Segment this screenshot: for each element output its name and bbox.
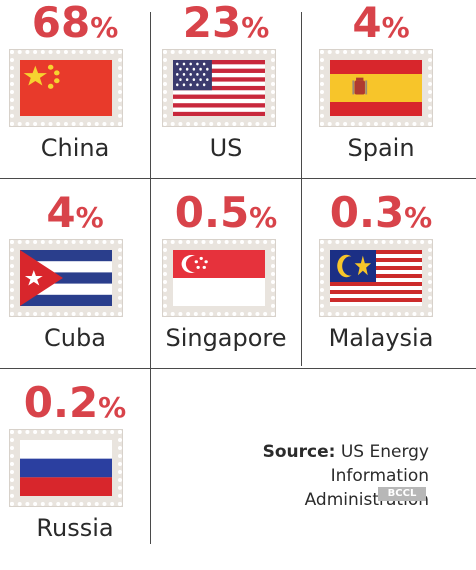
percentage-value: 0.2%	[23, 378, 127, 427]
bccl-logo: BCCL	[378, 487, 426, 501]
spain-flag-icon	[330, 60, 422, 116]
divider-horizontal-1	[0, 178, 476, 179]
stamp-frame	[163, 50, 275, 126]
stamp-frame	[10, 240, 122, 316]
country-name: Russia	[36, 514, 114, 542]
country-card-spain: 4% Spain	[306, 0, 456, 186]
country-name: China	[40, 134, 110, 162]
country-card-singapore: 0.5% Singapore	[151, 188, 301, 376]
russia-flag-icon	[20, 440, 112, 496]
divider-horizontal-2	[0, 368, 476, 369]
country-name: Malaysia	[328, 324, 434, 352]
divider-vertical-1	[150, 12, 151, 544]
country-card-cuba: 4% Cuba	[0, 188, 150, 376]
percentage-value: 4%	[352, 0, 410, 47]
divider-vertical-2	[301, 12, 302, 366]
stamp-frame	[320, 50, 432, 126]
china-flag-icon	[20, 60, 112, 116]
cuba-flag-icon	[20, 250, 112, 306]
country-name: Cuba	[44, 324, 106, 352]
source-text-line1: US Energy Information	[330, 442, 429, 486]
country-card-china: 68% China	[0, 0, 150, 186]
country-card-us: 23% US	[151, 0, 301, 186]
country-name: Spain	[347, 134, 415, 162]
stamp-frame	[10, 50, 122, 126]
percentage-value: 23%	[182, 0, 270, 47]
stamp-frame	[320, 240, 432, 316]
malaysia-flag-icon	[330, 250, 422, 306]
percentage-value: 4%	[46, 188, 104, 237]
country-card-malaysia: 0.3% Malaysia	[306, 188, 456, 376]
country-name: Singapore	[165, 324, 287, 352]
stamp-frame	[10, 430, 122, 506]
singapore-flag-icon	[173, 250, 265, 306]
percentage-value: 0.5%	[174, 188, 278, 237]
country-name: US	[209, 134, 243, 162]
percentage-value: 68%	[31, 0, 119, 47]
stamp-frame	[163, 240, 275, 316]
percentage-value: 0.3%	[329, 188, 433, 237]
country-card-russia: 0.2% Russia	[0, 378, 150, 566]
source-label: Source:	[262, 442, 336, 462]
us-flag-icon	[173, 60, 265, 116]
source-note: Source: US Energy Information Administra…	[165, 440, 429, 512]
